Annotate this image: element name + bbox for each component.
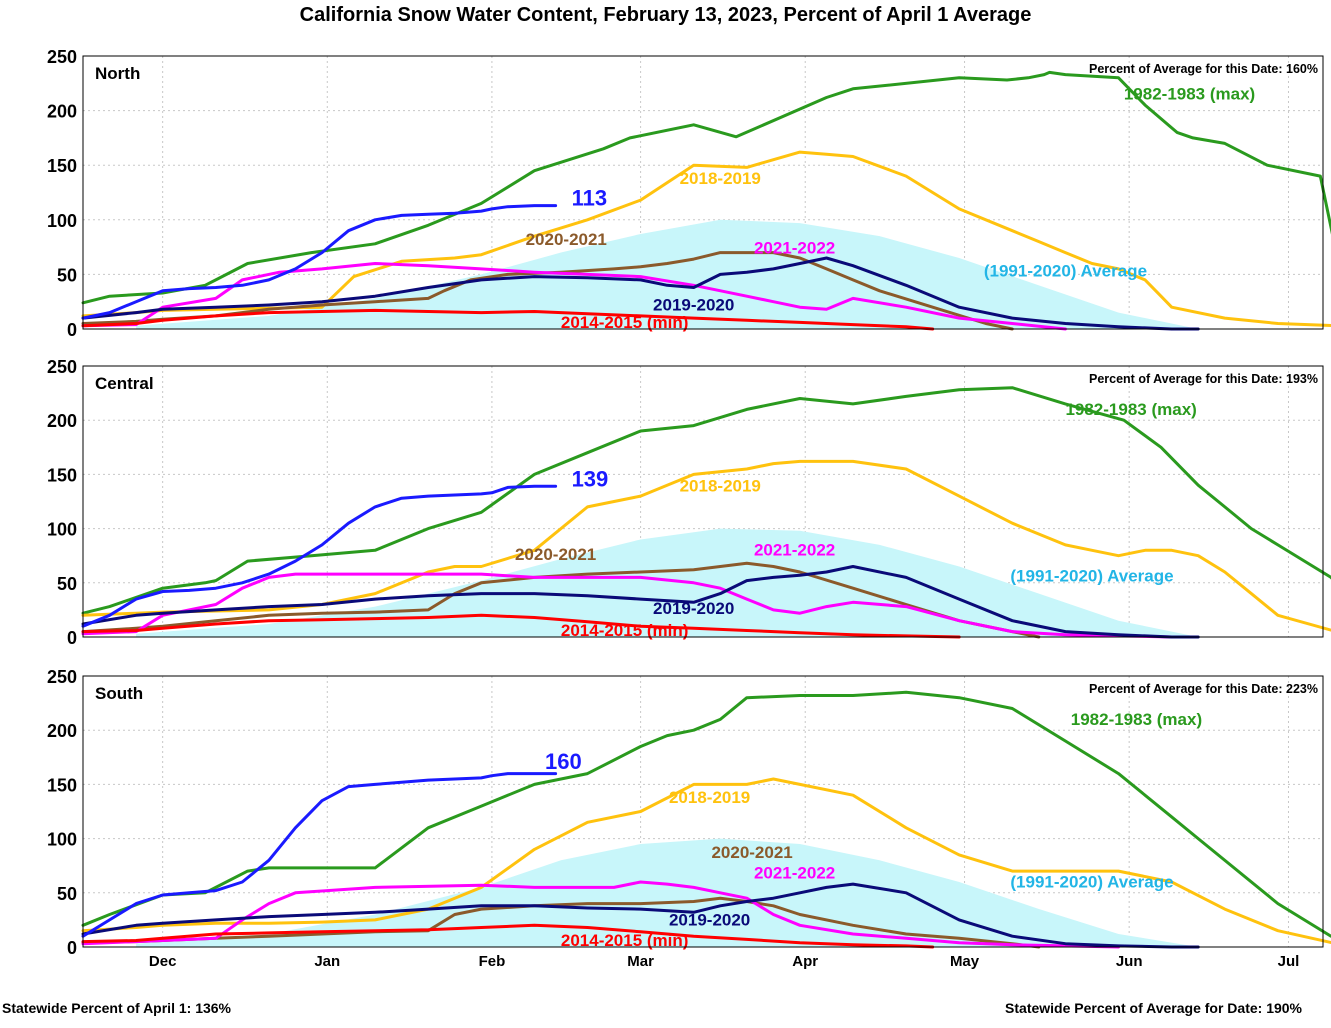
central-label-y2019_2020: 2019-2020	[653, 599, 734, 618]
south-series-y2020_2021	[81, 896, 1041, 949]
south-series-y1982_1983	[81, 690, 1331, 938]
central-series-y2021_2022	[81, 572, 1174, 639]
south-label-y2018_2019: 2018-2019	[669, 788, 750, 807]
central-label-y2020_2021: 2020-2021	[515, 545, 596, 564]
south-series-wy2023	[81, 772, 558, 938]
south-label-y2014_2015: 2014-2015 (min)	[561, 931, 689, 950]
central-label-average: (1991-2020) Average	[1010, 567, 1173, 586]
north-y-tick-label: 200	[47, 102, 77, 122]
central-series-wy2023	[81, 484, 558, 628]
south-series-y2021_2022	[81, 880, 1120, 949]
central-label-y1982_1983: 1982-1983 (max)	[1065, 400, 1196, 419]
south-y-tick-label: 0	[67, 938, 77, 958]
central-series-y2014_2015	[81, 613, 961, 639]
south-y-tick-label: 100	[47, 830, 77, 850]
south-label-y2019_2020: 2019-2020	[669, 910, 750, 929]
north-y-tick-label: 150	[47, 156, 77, 176]
south-y-tick-label: 200	[47, 721, 77, 741]
south-region-label: South	[95, 684, 143, 703]
central-percent-for-date: Percent of Average for this Date: 193%	[1089, 372, 1318, 386]
south-series-y2014_2015	[81, 923, 935, 949]
north-label-y2021_2022: 2021-2022	[754, 239, 835, 258]
south-percent-for-date: Percent of Average for this Date: 223%	[1089, 682, 1318, 696]
south-current-value-label: 160	[545, 749, 582, 774]
central-plot-frame	[82, 365, 1324, 638]
central-y-tick-label: 100	[47, 520, 77, 540]
x-tick-label: Dec	[149, 953, 177, 970]
central-series-y2020_2021	[81, 561, 1041, 639]
central-y-tick-label: 150	[47, 465, 77, 485]
south-label-average: (1991-2020) Average	[1010, 872, 1173, 891]
north-y-tick-label: 100	[47, 211, 77, 231]
north-label-y2018_2019: 2018-2019	[680, 169, 761, 188]
north-label-y2019_2020: 2019-2020	[653, 295, 734, 314]
south-y-tick-label: 250	[47, 667, 77, 687]
north-label-average: (1991-2020) Average	[984, 262, 1147, 281]
south-average-band	[136, 838, 1199, 947]
x-tick-label: Jan	[314, 953, 340, 970]
north-y-tick-label: 0	[67, 320, 77, 340]
central-label-y2018_2019: 2018-2019	[680, 477, 761, 496]
north-series-y2014_2015	[81, 308, 935, 331]
north-series-y2020_2021	[81, 251, 1014, 331]
north-series-y2018_2019	[81, 150, 1331, 328]
north-plot-frame	[82, 55, 1324, 330]
x-tick-label: Apr	[792, 953, 818, 970]
statewide-april1-percent: Statewide Percent of April 1: 136%	[2, 1000, 231, 1016]
north-average-band	[136, 219, 1199, 329]
north-current-value-label: 113	[572, 186, 608, 211]
north-label-y2020_2021: 2020-2021	[526, 230, 607, 249]
statewide-percent-of-average: Statewide Percent of Average for Date: 1…	[1005, 1000, 1302, 1016]
central-label-y2021_2022: 2021-2022	[754, 541, 835, 560]
x-tick-label: Mar	[627, 953, 654, 970]
south-plot-frame	[82, 675, 1324, 948]
north-y-tick-label: 50	[57, 265, 77, 285]
north-percent-for-date: Percent of Average for this Date: 160%	[1089, 62, 1318, 76]
page-title: California Snow Water Content, February …	[299, 4, 1032, 26]
south-label-y2021_2022: 2021-2022	[754, 864, 835, 883]
north-series-y1982_1983	[81, 70, 1331, 305]
x-tick-label: Jul	[1278, 953, 1300, 970]
south-label-y2020_2021: 2020-2021	[711, 843, 792, 862]
south-y-tick-label: 50	[57, 884, 77, 904]
south-label-y1982_1983: 1982-1983 (max)	[1071, 710, 1202, 729]
central-current-value-label: 139	[572, 466, 609, 491]
central-y-tick-label: 50	[57, 574, 77, 594]
central-series-y2019_2020	[81, 565, 1200, 639]
north-series-wy2023	[81, 204, 558, 320]
x-tick-label: May	[950, 953, 980, 970]
north-label-y1982_1983: 1982-1983 (max)	[1124, 85, 1255, 104]
north-label-y2014_2015: 2014-2015 (min)	[561, 313, 689, 332]
central-series-y1982_1983	[81, 386, 1331, 615]
north-y-tick-label: 250	[47, 47, 77, 67]
north-region-label: North	[95, 64, 140, 83]
south-series-y2019_2020	[81, 882, 1200, 949]
central-y-tick-label: 200	[47, 411, 77, 431]
north-series-y2019_2020	[81, 256, 1200, 331]
central-y-tick-label: 0	[67, 628, 77, 648]
x-tick-label: Feb	[479, 953, 506, 970]
central-region-label: Central	[95, 374, 154, 393]
central-y-tick-label: 250	[47, 357, 77, 377]
south-series-y2018_2019	[81, 777, 1331, 945]
south-y-tick-label: 150	[47, 775, 77, 795]
x-tick-label: Jun	[1116, 953, 1143, 970]
central-label-y2014_2015: 2014-2015 (min)	[561, 621, 689, 640]
